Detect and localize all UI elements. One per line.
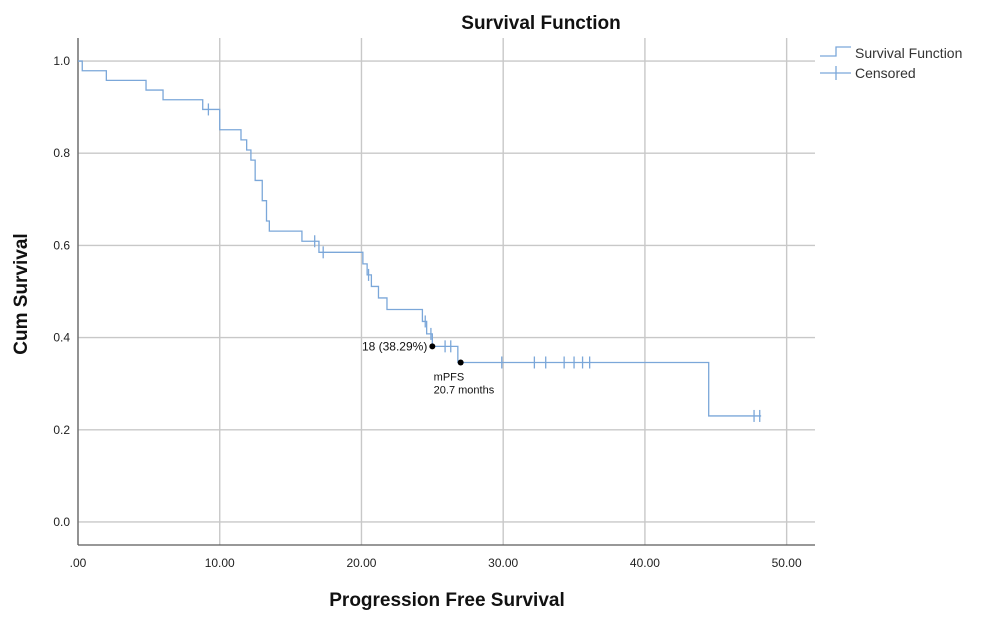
survival-function-line — [78, 60, 762, 417]
x-tick-label: 10.00 — [205, 556, 235, 570]
grid-lines — [77, 38, 815, 545]
censored-markers — [207, 103, 761, 422]
survival-series — [78, 60, 762, 417]
x-axis-ticks: .00 10.00 20.00 30.00 40.00 50.00 — [70, 556, 802, 570]
x-tick-label: 40.00 — [630, 556, 660, 570]
y-tick-label: 0.6 — [53, 238, 70, 252]
y-tick-label: 1.0 — [53, 54, 70, 68]
x-tick-label: 20.00 — [346, 556, 376, 570]
plot-frame — [77, 38, 815, 546]
y-axis-label: Cum Survival — [11, 233, 32, 354]
legend-item-survival-function: Survival Function — [820, 45, 962, 61]
annotation-point-0 — [429, 343, 436, 350]
y-tick-label: 0.8 — [53, 146, 70, 160]
y-tick-label: 0.2 — [53, 423, 70, 437]
x-axis-label: Progression Free Survival — [329, 590, 565, 611]
y-axis-ticks: 0.0 0.2 0.4 0.6 0.8 1.0 — [53, 54, 70, 529]
annotation-label: 20.7 months — [434, 384, 495, 396]
legend-label-censored: Censored — [855, 65, 916, 81]
x-tick-label: 50.00 — [772, 556, 802, 570]
annotation-label: mPFS — [434, 371, 465, 383]
legend-item-censored: Censored — [820, 65, 916, 81]
annotation-point-1 — [457, 359, 464, 366]
legend-label-survival-function: Survival Function — [855, 45, 962, 61]
y-tick-label: 0.0 — [53, 515, 70, 529]
legend: Survival Function Censored — [820, 45, 962, 81]
chart-title: Survival Function — [461, 13, 620, 34]
x-tick-label: 30.00 — [488, 556, 518, 570]
x-tick-label: .00 — [70, 556, 87, 570]
annotation-label: 18 (38.29%) — [362, 339, 427, 353]
y-tick-label: 0.4 — [53, 331, 70, 345]
legend-step-icon — [820, 46, 851, 57]
